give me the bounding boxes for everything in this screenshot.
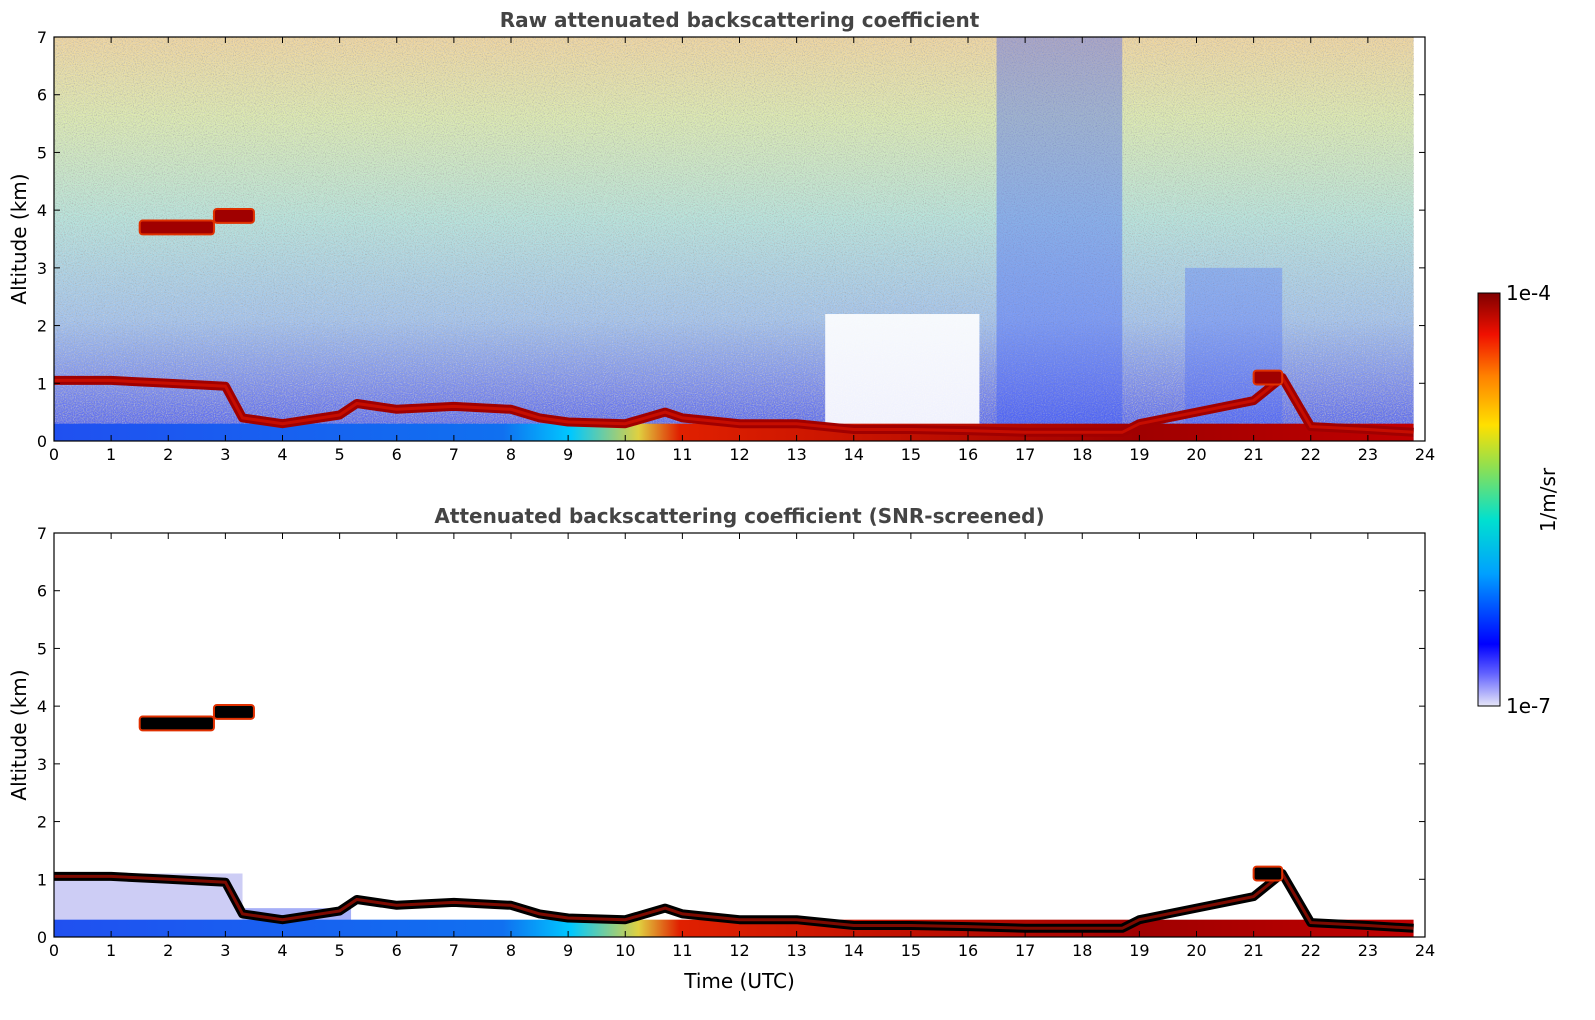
cloud-patch bbox=[138, 219, 215, 236]
x-tick-label: 7 bbox=[449, 941, 459, 960]
x-tick-label: 15 bbox=[901, 941, 921, 960]
colorbar-min-label: 1e-7 bbox=[1506, 694, 1551, 718]
cloud-patch bbox=[1252, 865, 1284, 882]
y-tick-label: 4 bbox=[37, 697, 47, 716]
x-tick-label: 5 bbox=[335, 445, 345, 464]
y-tick-label: 3 bbox=[37, 755, 47, 774]
x-tick-label: 1 bbox=[106, 941, 116, 960]
cloud-patch bbox=[1252, 369, 1284, 386]
x-tick-label: 18 bbox=[1072, 445, 1092, 464]
x-tick-label: 0 bbox=[49, 941, 59, 960]
y-tick-label: 5 bbox=[37, 639, 47, 658]
x-tick-label: 23 bbox=[1358, 941, 1378, 960]
x-tick-label: 9 bbox=[563, 445, 573, 464]
x-tick-label: 2 bbox=[163, 445, 173, 464]
cloud-patch bbox=[212, 703, 255, 720]
x-tick-label: 22 bbox=[1301, 445, 1321, 464]
x-tick-label: 10 bbox=[615, 445, 635, 464]
x-tick-label: 20 bbox=[1186, 941, 1206, 960]
y-axis-label: Altitude (km) bbox=[7, 173, 31, 304]
x-tick-label: 4 bbox=[277, 941, 287, 960]
x-tick-label: 20 bbox=[1186, 445, 1206, 464]
x-tick-label: 15 bbox=[901, 445, 921, 464]
x-tick-label: 17 bbox=[1015, 941, 1035, 960]
x-tick-label: 16 bbox=[958, 445, 978, 464]
y-tick-label: 0 bbox=[37, 928, 47, 947]
y-tick-label: 0 bbox=[37, 432, 47, 451]
x-tick-label: 18 bbox=[1072, 941, 1092, 960]
colorbar: 1e-4 1e-7 1/m/sr bbox=[1477, 281, 1560, 718]
x-tick-label: 7 bbox=[449, 445, 459, 464]
x-tick-label: 11 bbox=[672, 941, 692, 960]
x-tick-label: 14 bbox=[844, 445, 864, 464]
heatmap-area bbox=[54, 37, 1414, 441]
colorbar-max-label: 1e-4 bbox=[1506, 281, 1551, 305]
y-tick-label: 7 bbox=[37, 524, 47, 543]
x-tick-label: 21 bbox=[1243, 445, 1263, 464]
x-tick-label: 21 bbox=[1243, 941, 1263, 960]
streak-region bbox=[1185, 267, 1283, 424]
x-tick-label: 6 bbox=[392, 445, 402, 464]
x-tick-label: 16 bbox=[958, 941, 978, 960]
y-tick-label: 2 bbox=[37, 317, 47, 336]
x-tick-label: 9 bbox=[563, 941, 573, 960]
y-tick-label: 1 bbox=[37, 870, 47, 889]
x-tick-label: 13 bbox=[786, 941, 806, 960]
y-tick-label: 2 bbox=[37, 813, 47, 832]
y-tick-label: 5 bbox=[37, 143, 47, 162]
x-tick-label: 4 bbox=[277, 445, 287, 464]
streak-region bbox=[996, 37, 1123, 424]
x-tick-label: 8 bbox=[506, 445, 516, 464]
panel-1: Raw attenuated backscattering coefficien… bbox=[7, 8, 1435, 464]
x-tick-label: 3 bbox=[220, 445, 230, 464]
x-tick-label: 19 bbox=[1129, 941, 1149, 960]
x-tick-label: 19 bbox=[1129, 445, 1149, 464]
heatmap-area bbox=[54, 703, 1414, 937]
boundary-layer-core bbox=[54, 871, 1414, 930]
x-tick-label: 0 bbox=[49, 445, 59, 464]
y-tick-label: 6 bbox=[37, 86, 47, 105]
x-tick-label: 14 bbox=[844, 941, 864, 960]
boundary-layer-core bbox=[54, 375, 1414, 434]
chart-title: Raw attenuated backscattering coefficien… bbox=[500, 8, 980, 32]
colorbar-unit-label: 1/m/sr bbox=[1536, 467, 1560, 532]
y-tick-label: 6 bbox=[37, 582, 47, 601]
plot-frame bbox=[53, 532, 1426, 938]
cloud-patch bbox=[138, 715, 215, 732]
x-tick-label: 3 bbox=[220, 941, 230, 960]
cloud-patch bbox=[212, 207, 255, 224]
x-tick-label: 12 bbox=[729, 445, 749, 464]
x-tick-label: 10 bbox=[615, 941, 635, 960]
x-tick-label: 24 bbox=[1415, 445, 1435, 464]
noise-texture bbox=[54, 37, 1414, 441]
clear-region bbox=[825, 314, 980, 427]
y-axis-label: Altitude (km) bbox=[7, 669, 31, 800]
y-tick-label: 3 bbox=[37, 259, 47, 278]
x-tick-label: 12 bbox=[729, 941, 749, 960]
x-tick-label: 8 bbox=[506, 941, 516, 960]
chart-title: Attenuated backscattering coefficient (S… bbox=[434, 504, 1044, 528]
y-tick-label: 1 bbox=[37, 374, 47, 393]
colorbar-gradient bbox=[1477, 292, 1501, 707]
x-tick-label: 2 bbox=[163, 941, 173, 960]
x-tick-label: 1 bbox=[106, 445, 116, 464]
x-tick-label: 17 bbox=[1015, 445, 1035, 464]
x-tick-label: 11 bbox=[672, 445, 692, 464]
x-tick-label: 24 bbox=[1415, 941, 1435, 960]
panel-2: Attenuated backscattering coefficient (S… bbox=[7, 504, 1435, 993]
x-tick-label: 23 bbox=[1358, 445, 1378, 464]
x-axis-label: Time (UTC) bbox=[683, 969, 795, 993]
x-tick-label: 13 bbox=[786, 445, 806, 464]
x-tick-label: 5 bbox=[335, 941, 345, 960]
y-tick-label: 4 bbox=[37, 201, 47, 220]
y-tick-label: 7 bbox=[37, 28, 47, 47]
x-tick-label: 22 bbox=[1301, 941, 1321, 960]
x-tick-label: 6 bbox=[392, 941, 402, 960]
